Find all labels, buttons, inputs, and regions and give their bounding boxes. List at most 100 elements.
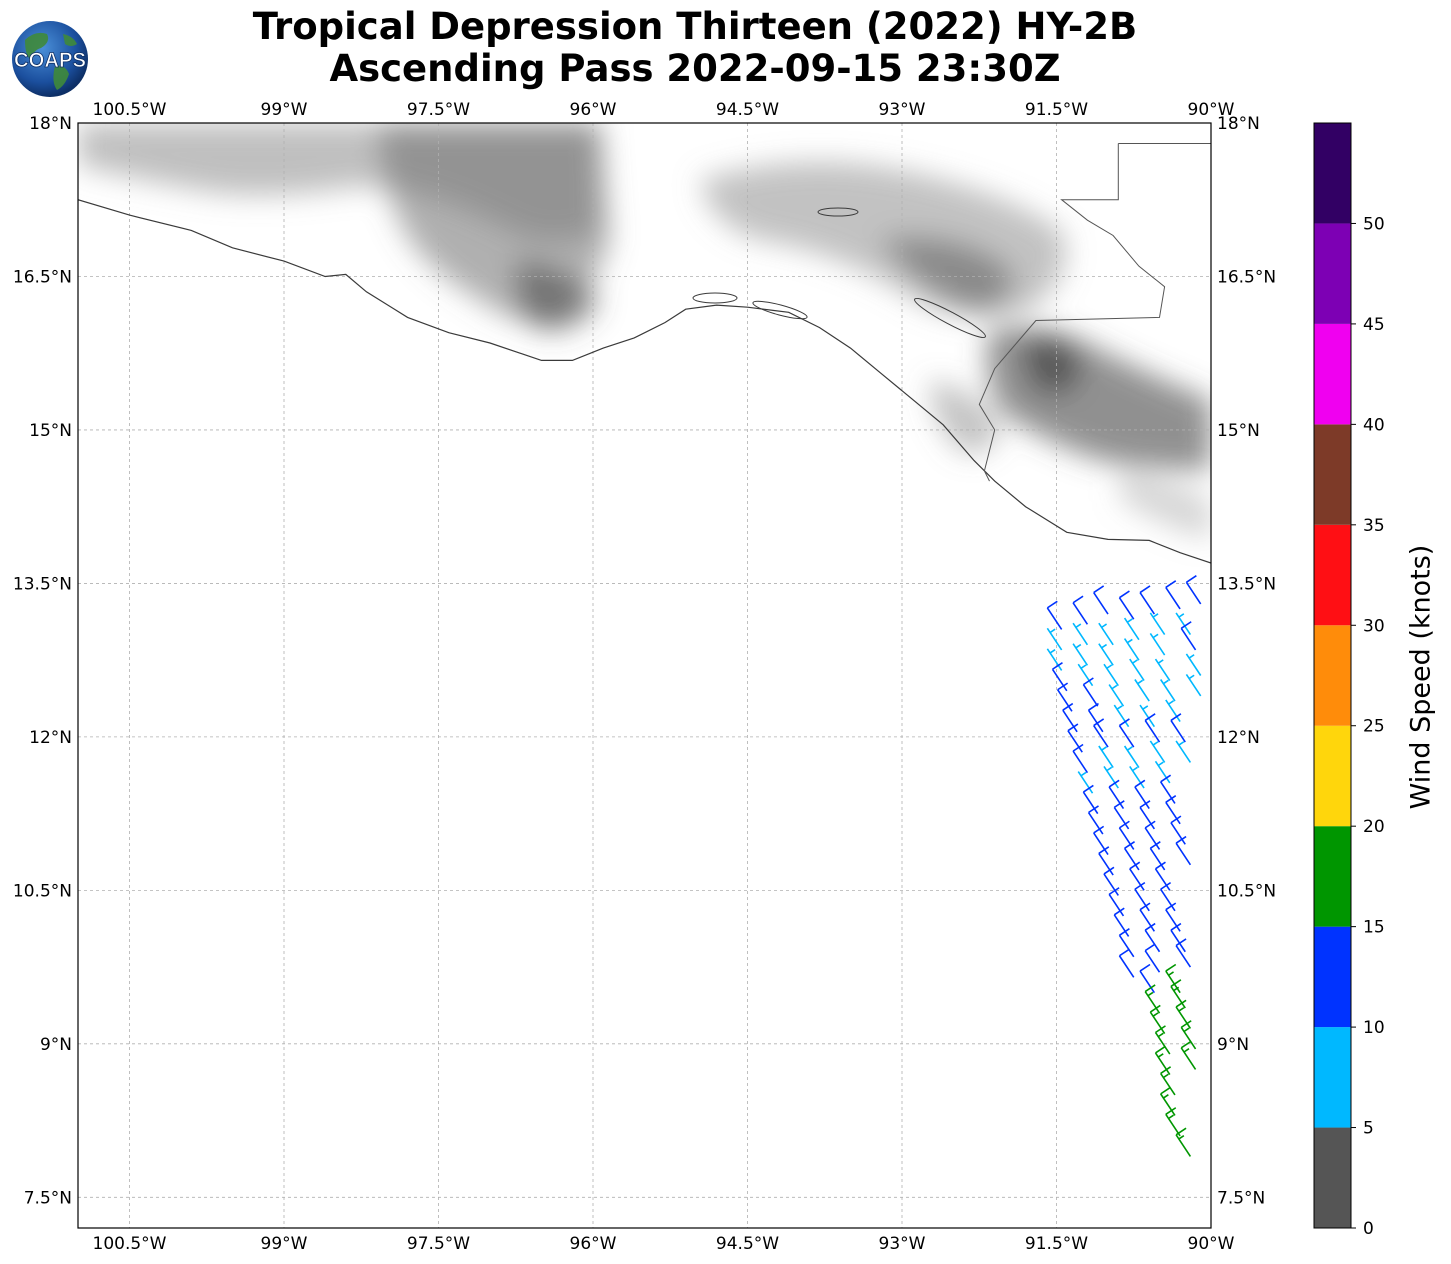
lon-tick-label-top: 99°W — [261, 100, 308, 120]
wind-barb — [1072, 643, 1089, 666]
barb-staff — [1067, 730, 1083, 753]
barb-staff — [1175, 740, 1192, 763]
lat-tick-label-left: 13.5°N — [13, 574, 72, 594]
barb-staff — [1082, 684, 1099, 707]
wind-barb — [1144, 713, 1161, 743]
wind-barb — [1159, 774, 1176, 804]
barb-staff — [1072, 602, 1089, 625]
colorbar-frame — [1313, 122, 1352, 1229]
barb-full-tick — [1155, 1045, 1166, 1054]
barb-staff — [1103, 663, 1119, 687]
barb-staff — [1144, 827, 1161, 850]
lon-tick-label-bottom: 96°W — [570, 1234, 617, 1254]
barb-half-tick — [1075, 643, 1082, 649]
wind-barb — [1046, 600, 1063, 630]
barb-staff — [1170, 986, 1186, 1009]
barb-half-tick — [1152, 741, 1159, 746]
barb-full-tick — [1144, 820, 1156, 829]
wind-barb — [1165, 963, 1181, 994]
colorbar-bin — [1314, 926, 1351, 1028]
barb-half-tick — [1132, 659, 1138, 664]
barb-staff — [1175, 1006, 1192, 1029]
lake — [817, 207, 859, 217]
lat-tick-label-right: 13.5°N — [1217, 574, 1276, 594]
barb-full-tick — [1175, 999, 1187, 1008]
axis-tick-labels: 100.5°W 100.5°W 99°W 99°W 97.5°W 97.5°W 96°W 96… — [13, 100, 1276, 1254]
barb-half-tick — [1101, 746, 1108, 751]
wind-barb — [1170, 713, 1186, 743]
wind-barb — [1149, 841, 1166, 871]
barb-staff — [1087, 812, 1104, 835]
barb-staff — [1129, 766, 1145, 789]
barb-half-tick — [1188, 674, 1195, 680]
wind-barb — [1118, 718, 1135, 748]
terrain-layer — [78, 123, 1211, 540]
wind-barb — [1185, 673, 1202, 697]
barb-half-tick — [1137, 679, 1144, 685]
barb-half-tick — [1116, 705, 1123, 710]
wind-barb — [1139, 585, 1156, 615]
barb-staff — [1077, 771, 1094, 794]
map-title: Tropical Depression Thirteen (2022) HY-2… — [0, 6, 1390, 90]
wind-barb — [1175, 835, 1192, 866]
barb-full-tick — [1180, 1020, 1192, 1029]
barb-full-tick — [1072, 743, 1084, 752]
barb-staff — [1180, 627, 1197, 651]
lon-tick-label-top: 96°W — [570, 100, 617, 120]
barb-half-tick — [1157, 659, 1164, 664]
barb-staff — [1159, 781, 1176, 804]
wind-barb — [1087, 805, 1104, 835]
barb-staff — [1185, 581, 1202, 605]
wind-barb — [1165, 699, 1181, 722]
barb-full-tick — [1119, 590, 1130, 599]
wind-barb — [1165, 902, 1181, 932]
barb-full-tick — [1144, 943, 1156, 952]
wind-barb — [1072, 622, 1089, 646]
barb-staff — [1046, 627, 1063, 651]
barb-staff — [1144, 929, 1161, 953]
lagoon — [692, 292, 738, 304]
wind-barb — [1118, 928, 1135, 958]
barb-full-tick — [1144, 984, 1156, 993]
wind-barb — [1154, 658, 1171, 682]
colorbar-tick-label: 45 — [1363, 315, 1385, 335]
colorbar-label: Wind Speed (knots) — [1405, 544, 1437, 810]
barb-staff — [1144, 719, 1161, 743]
colorbar-tick-label: 25 — [1363, 717, 1385, 737]
wind-barb — [1082, 677, 1099, 707]
barb-staff — [1123, 617, 1140, 641]
lon-tick-label-top: 91.5°W — [1025, 100, 1088, 120]
barb-staff — [1113, 914, 1130, 937]
colorbar-tick-label: 30 — [1363, 616, 1385, 636]
lat-tick-label-right: 12°N — [1217, 728, 1260, 748]
colorbar-tick-label: 35 — [1363, 516, 1385, 536]
lon-tick-label-bottom: 90°W — [1188, 1234, 1235, 1254]
barb-full-tick — [1144, 713, 1156, 722]
lat-tick-label-right: 9°N — [1217, 1035, 1249, 1055]
wind-barb — [1093, 585, 1109, 615]
barb-full-tick — [1165, 1107, 1177, 1116]
barb-staff — [1113, 806, 1130, 830]
barb-staff — [1139, 909, 1156, 932]
lat-tick-label-right: 15°N — [1217, 421, 1260, 441]
wind-barb — [1129, 766, 1145, 789]
barb-staff — [1046, 648, 1063, 671]
wind-barb — [1165, 580, 1181, 610]
wind-barb — [1103, 866, 1119, 896]
barb-half-tick — [1168, 700, 1174, 705]
colorbar-tick-label: 10 — [1363, 1018, 1385, 1038]
barb-half-tick — [1152, 1012, 1159, 1017]
barb-staff — [1087, 709, 1104, 733]
wind-barb — [1098, 846, 1114, 876]
barb-staff — [1144, 950, 1161, 973]
wind-barb — [1154, 861, 1171, 891]
wind-barb — [1134, 679, 1150, 702]
colorbar-tick-label: 15 — [1363, 918, 1385, 938]
barb-half-tick — [1178, 741, 1185, 746]
barb-staff — [1056, 689, 1073, 712]
wind-barb — [1144, 922, 1161, 953]
colorbar-tick-label: 5 — [1363, 1119, 1374, 1139]
globe-icon — [12, 21, 88, 97]
barb-staff — [1072, 750, 1089, 774]
barb-half-tick — [1147, 991, 1154, 997]
